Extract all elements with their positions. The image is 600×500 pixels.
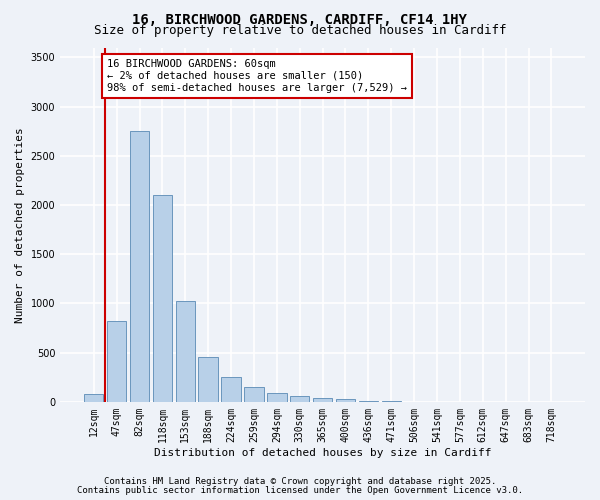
Text: 16 BIRCHWOOD GARDENS: 60sqm
← 2% of detached houses are smaller (150)
98% of sem: 16 BIRCHWOOD GARDENS: 60sqm ← 2% of deta… [107, 60, 407, 92]
Bar [313, 398, 332, 402]
Bar [221, 377, 241, 402]
Bar [176, 302, 195, 402]
Bar [336, 400, 355, 402]
Bar [152, 195, 172, 402]
Bar [290, 396, 310, 402]
Bar [359, 401, 378, 402]
Text: Contains public sector information licensed under the Open Government Licence v3: Contains public sector information licen… [77, 486, 523, 495]
Bar [107, 321, 127, 402]
Text: Contains HM Land Registry data © Crown copyright and database right 2025.: Contains HM Land Registry data © Crown c… [104, 477, 496, 486]
Text: 16, BIRCHWOOD GARDENS, CARDIFF, CF14 1HY: 16, BIRCHWOOD GARDENS, CARDIFF, CF14 1HY [133, 12, 467, 26]
Bar [130, 131, 149, 402]
Bar [244, 387, 263, 402]
X-axis label: Distribution of detached houses by size in Cardiff: Distribution of detached houses by size … [154, 448, 491, 458]
Bar [84, 394, 103, 402]
Text: Size of property relative to detached houses in Cardiff: Size of property relative to detached ho… [94, 24, 506, 37]
Bar [267, 393, 287, 402]
Bar [199, 356, 218, 402]
Y-axis label: Number of detached properties: Number of detached properties [15, 127, 25, 322]
